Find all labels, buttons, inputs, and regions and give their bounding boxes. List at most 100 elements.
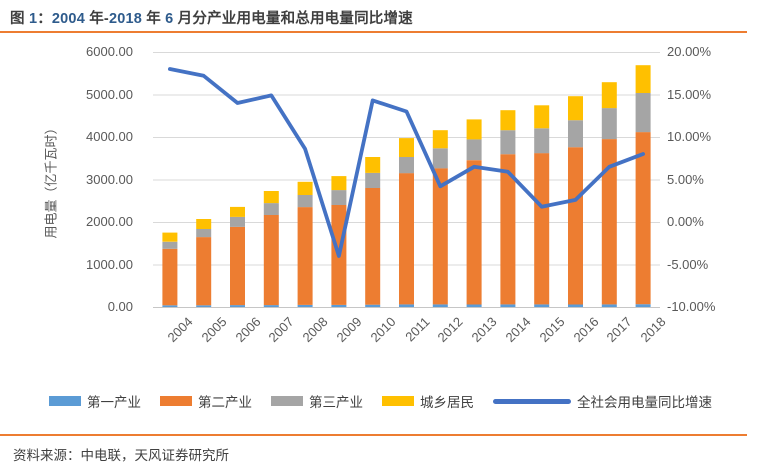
bar-segment-2008 xyxy=(297,304,313,307)
bar-segment-2005 xyxy=(196,237,212,306)
bar-segment-2012 xyxy=(432,130,448,149)
left-axis-tick: 0.00 xyxy=(107,299,133,314)
bar-segment-2013 xyxy=(466,119,482,140)
bar-segment-2011 xyxy=(399,304,414,307)
left-axis-tick: 2000.00 xyxy=(86,214,133,229)
bar-segment-2007 xyxy=(263,305,279,307)
bar-segment-2008 xyxy=(297,207,313,305)
title-text: ： xyxy=(37,11,52,27)
bar-segment-2007 xyxy=(263,191,279,204)
legend-item: 城乡居民 xyxy=(382,391,474,411)
bar-segment-2015 xyxy=(534,105,550,129)
bar-segment-2010 xyxy=(365,172,381,188)
title-text: 月分产业用电量和总用电量同比增速 xyxy=(173,11,413,27)
bar-segment-2009 xyxy=(331,190,347,205)
bar-segment-2007 xyxy=(263,203,279,215)
title-divider-rule xyxy=(0,31,747,33)
legend-item: 第三产业 xyxy=(271,391,363,411)
bar-segment-2018 xyxy=(635,132,651,305)
legend-label: 全社会用电量同比增速 xyxy=(577,395,712,410)
bar-segment-2012 xyxy=(432,304,448,307)
bar-segment-2007 xyxy=(263,215,279,306)
bar-segment-2014 xyxy=(500,304,516,307)
bar-segment-2013 xyxy=(466,139,482,161)
bar-segment-2011 xyxy=(399,157,414,174)
legend-swatch xyxy=(271,396,303,406)
bar-segment-2010 xyxy=(365,157,381,173)
bar-segment-2005 xyxy=(196,229,212,238)
bar-segment-2015 xyxy=(534,304,550,307)
legend-swatch xyxy=(160,396,192,406)
bar-segment-2005 xyxy=(196,305,212,307)
bar-segment-2016 xyxy=(568,96,583,121)
left-axis-tick: 3000.00 xyxy=(86,171,133,187)
left-axis-tick: 4000.00 xyxy=(86,129,133,144)
legend-swatch xyxy=(49,396,81,406)
right-axis-tick: 10.00% xyxy=(667,129,712,144)
bar-segment-2008 xyxy=(297,181,313,195)
legend-item: 全社会用电量同比增速 xyxy=(493,391,712,411)
bar-segment-2018 xyxy=(635,93,651,133)
bar-segment-2006 xyxy=(230,216,245,227)
legend-label: 城乡居民 xyxy=(420,395,474,410)
bar-segment-2006 xyxy=(230,226,245,306)
bar-segment-2018 xyxy=(635,65,651,93)
bar-segment-2008 xyxy=(297,195,313,208)
bar-segment-2015 xyxy=(534,153,550,305)
bar-segment-2004 xyxy=(162,305,178,307)
bar-segment-2017 xyxy=(601,108,617,140)
bar-segment-2006 xyxy=(230,206,245,217)
left-axis-tick: 5000.00 xyxy=(86,86,133,102)
figure-title: 图 1：2004 年-2018 年 6 月分产业用电量和总用电量同比增速 xyxy=(10,7,413,28)
legend-label: 第一产业 xyxy=(87,395,141,410)
bar-segment-2010 xyxy=(365,188,381,305)
bar-segment-2013 xyxy=(466,160,482,305)
title-text: 图 xyxy=(10,11,29,27)
legend-item: 第一产业 xyxy=(49,391,141,411)
bar-segment-2005 xyxy=(196,219,212,229)
legend-label: 第二产业 xyxy=(198,395,252,410)
bar-segment-2012 xyxy=(432,148,448,169)
plot-area xyxy=(153,52,660,308)
bar-segment-2016 xyxy=(568,147,583,305)
title-text: 年 xyxy=(142,11,166,27)
title-text: 年- xyxy=(84,11,109,27)
bar-segment-2014 xyxy=(500,154,516,305)
bar-segment-2009 xyxy=(331,176,347,191)
legend-swatch xyxy=(382,396,414,406)
bar-segment-2018 xyxy=(635,304,651,307)
title-number: 1 xyxy=(28,11,38,27)
right-axis-tick: 20.00% xyxy=(667,44,712,59)
bar-segment-2006 xyxy=(230,305,245,307)
source-note: 资料来源：中电联，天风证券研究所 xyxy=(13,448,229,463)
legend-label: 第三产业 xyxy=(309,395,363,410)
title-number: 2004 xyxy=(51,11,85,27)
bar-segment-2013 xyxy=(466,304,482,307)
left-axis-tick: 6000.00 xyxy=(86,44,133,59)
right-axis-tick: 0.00% xyxy=(667,214,704,229)
bar-segment-2004 xyxy=(162,232,178,242)
left-axis-tick: 1000.00 xyxy=(86,256,133,272)
bar-segment-2004 xyxy=(162,241,178,249)
bar-segment-2010 xyxy=(365,304,381,307)
title-number: 6 xyxy=(165,11,174,27)
bar-segment-2009 xyxy=(331,304,347,307)
bar-segment-2004 xyxy=(162,248,178,306)
right-axis-tick: -10.00% xyxy=(667,299,716,314)
bar-segment-2014 xyxy=(500,110,516,131)
right-axis-tick: 5.00% xyxy=(667,171,704,187)
right-axis-tick: -5.00% xyxy=(667,256,709,272)
bar-segment-2012 xyxy=(432,168,448,305)
bar-segment-2017 xyxy=(601,304,617,307)
bar-segment-2011 xyxy=(399,138,414,157)
bar-segment-2016 xyxy=(568,120,583,148)
bar-segment-2016 xyxy=(568,304,583,307)
title-number: 2018 xyxy=(108,11,142,27)
footer-divider-rule xyxy=(0,434,747,436)
right-axis-tick: 15.00% xyxy=(667,86,712,102)
bar-segment-2015 xyxy=(534,128,550,154)
bar-segment-2011 xyxy=(399,173,414,305)
growth-rate-line xyxy=(167,67,646,258)
legend-item: 第二产业 xyxy=(160,391,252,411)
